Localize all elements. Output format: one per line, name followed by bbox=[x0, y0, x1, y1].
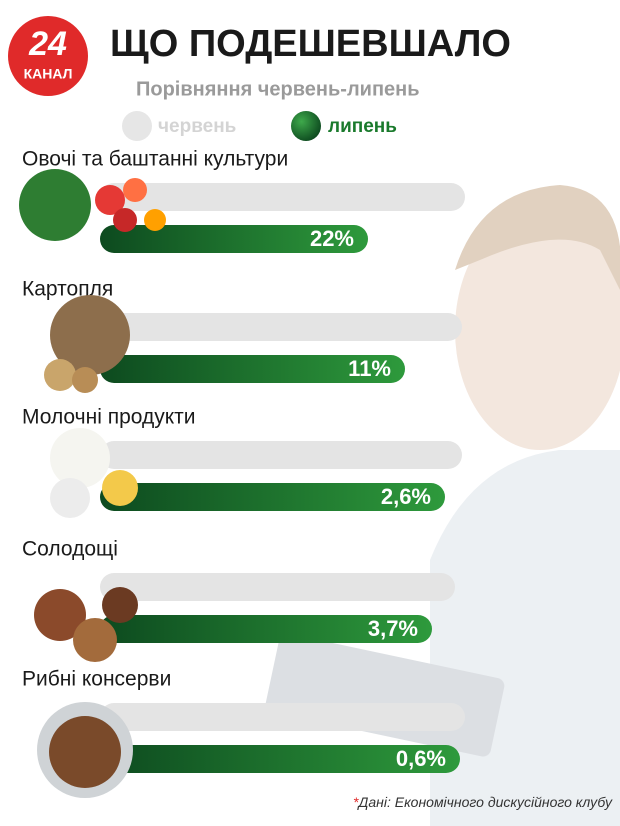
value-label: 3,7% bbox=[368, 616, 418, 641]
food-image bbox=[19, 169, 91, 241]
item: Рибні консерви 0,6% bbox=[22, 668, 465, 798]
food-image bbox=[113, 208, 137, 232]
title: ЩО ПОДЕШЕВШАЛО bbox=[110, 23, 511, 65]
source-mark: * bbox=[353, 794, 359, 810]
source: *Дані: Економічного дискусійного клубу bbox=[353, 794, 613, 810]
subtitle: Порівняння червень-липень bbox=[136, 78, 420, 100]
legend-swatch bbox=[291, 111, 321, 141]
july-bar bbox=[100, 225, 368, 253]
food-image bbox=[44, 359, 76, 391]
logo: 24 КАНАЛ bbox=[8, 16, 88, 96]
item-label: Картопля bbox=[22, 278, 113, 301]
item-label: Рибні консерви bbox=[22, 668, 171, 691]
logo-number: 24 bbox=[28, 25, 67, 63]
food-image bbox=[102, 587, 138, 623]
item: Овочі та баштанні культури 22% bbox=[19, 148, 465, 253]
june-bar bbox=[100, 573, 455, 601]
value-label: 11% bbox=[348, 356, 391, 381]
food-image bbox=[95, 185, 125, 215]
food-image bbox=[123, 178, 147, 202]
june-bar bbox=[100, 441, 462, 469]
legend-label: липень bbox=[328, 116, 397, 137]
item: Молочні продукти 2,6% bbox=[22, 406, 462, 518]
june-bar bbox=[100, 703, 465, 731]
june-bar bbox=[100, 313, 462, 341]
legend-label: червень bbox=[158, 116, 236, 137]
food-image bbox=[102, 470, 138, 506]
food-image bbox=[50, 295, 130, 375]
food-image bbox=[50, 478, 90, 518]
value-label: 2,6% bbox=[381, 484, 431, 509]
july-bar bbox=[100, 483, 445, 511]
item-label: Солодощі bbox=[22, 538, 118, 561]
value-label: 22% bbox=[310, 226, 354, 251]
food-image bbox=[144, 209, 166, 231]
july-bar bbox=[100, 745, 460, 773]
source-text: Дані: Економічного дискусійного клубу bbox=[357, 794, 613, 810]
july-bar bbox=[100, 355, 405, 383]
food-image bbox=[73, 618, 117, 662]
legend-swatch bbox=[122, 111, 152, 141]
june-bar bbox=[100, 183, 465, 211]
value-label: 0,6% bbox=[396, 746, 446, 771]
item-label: Молочні продукти bbox=[22, 406, 196, 429]
food-image bbox=[49, 716, 121, 788]
food-image bbox=[72, 367, 98, 393]
item-label: Овочі та баштанні культури bbox=[22, 148, 288, 171]
july-bar bbox=[100, 615, 432, 643]
food-image bbox=[50, 428, 110, 488]
logo-name: КАНАЛ bbox=[24, 66, 73, 82]
item: Картопля 11% bbox=[22, 278, 462, 393]
item: Солодощі 3,7% bbox=[22, 538, 455, 662]
food-image bbox=[34, 589, 86, 641]
